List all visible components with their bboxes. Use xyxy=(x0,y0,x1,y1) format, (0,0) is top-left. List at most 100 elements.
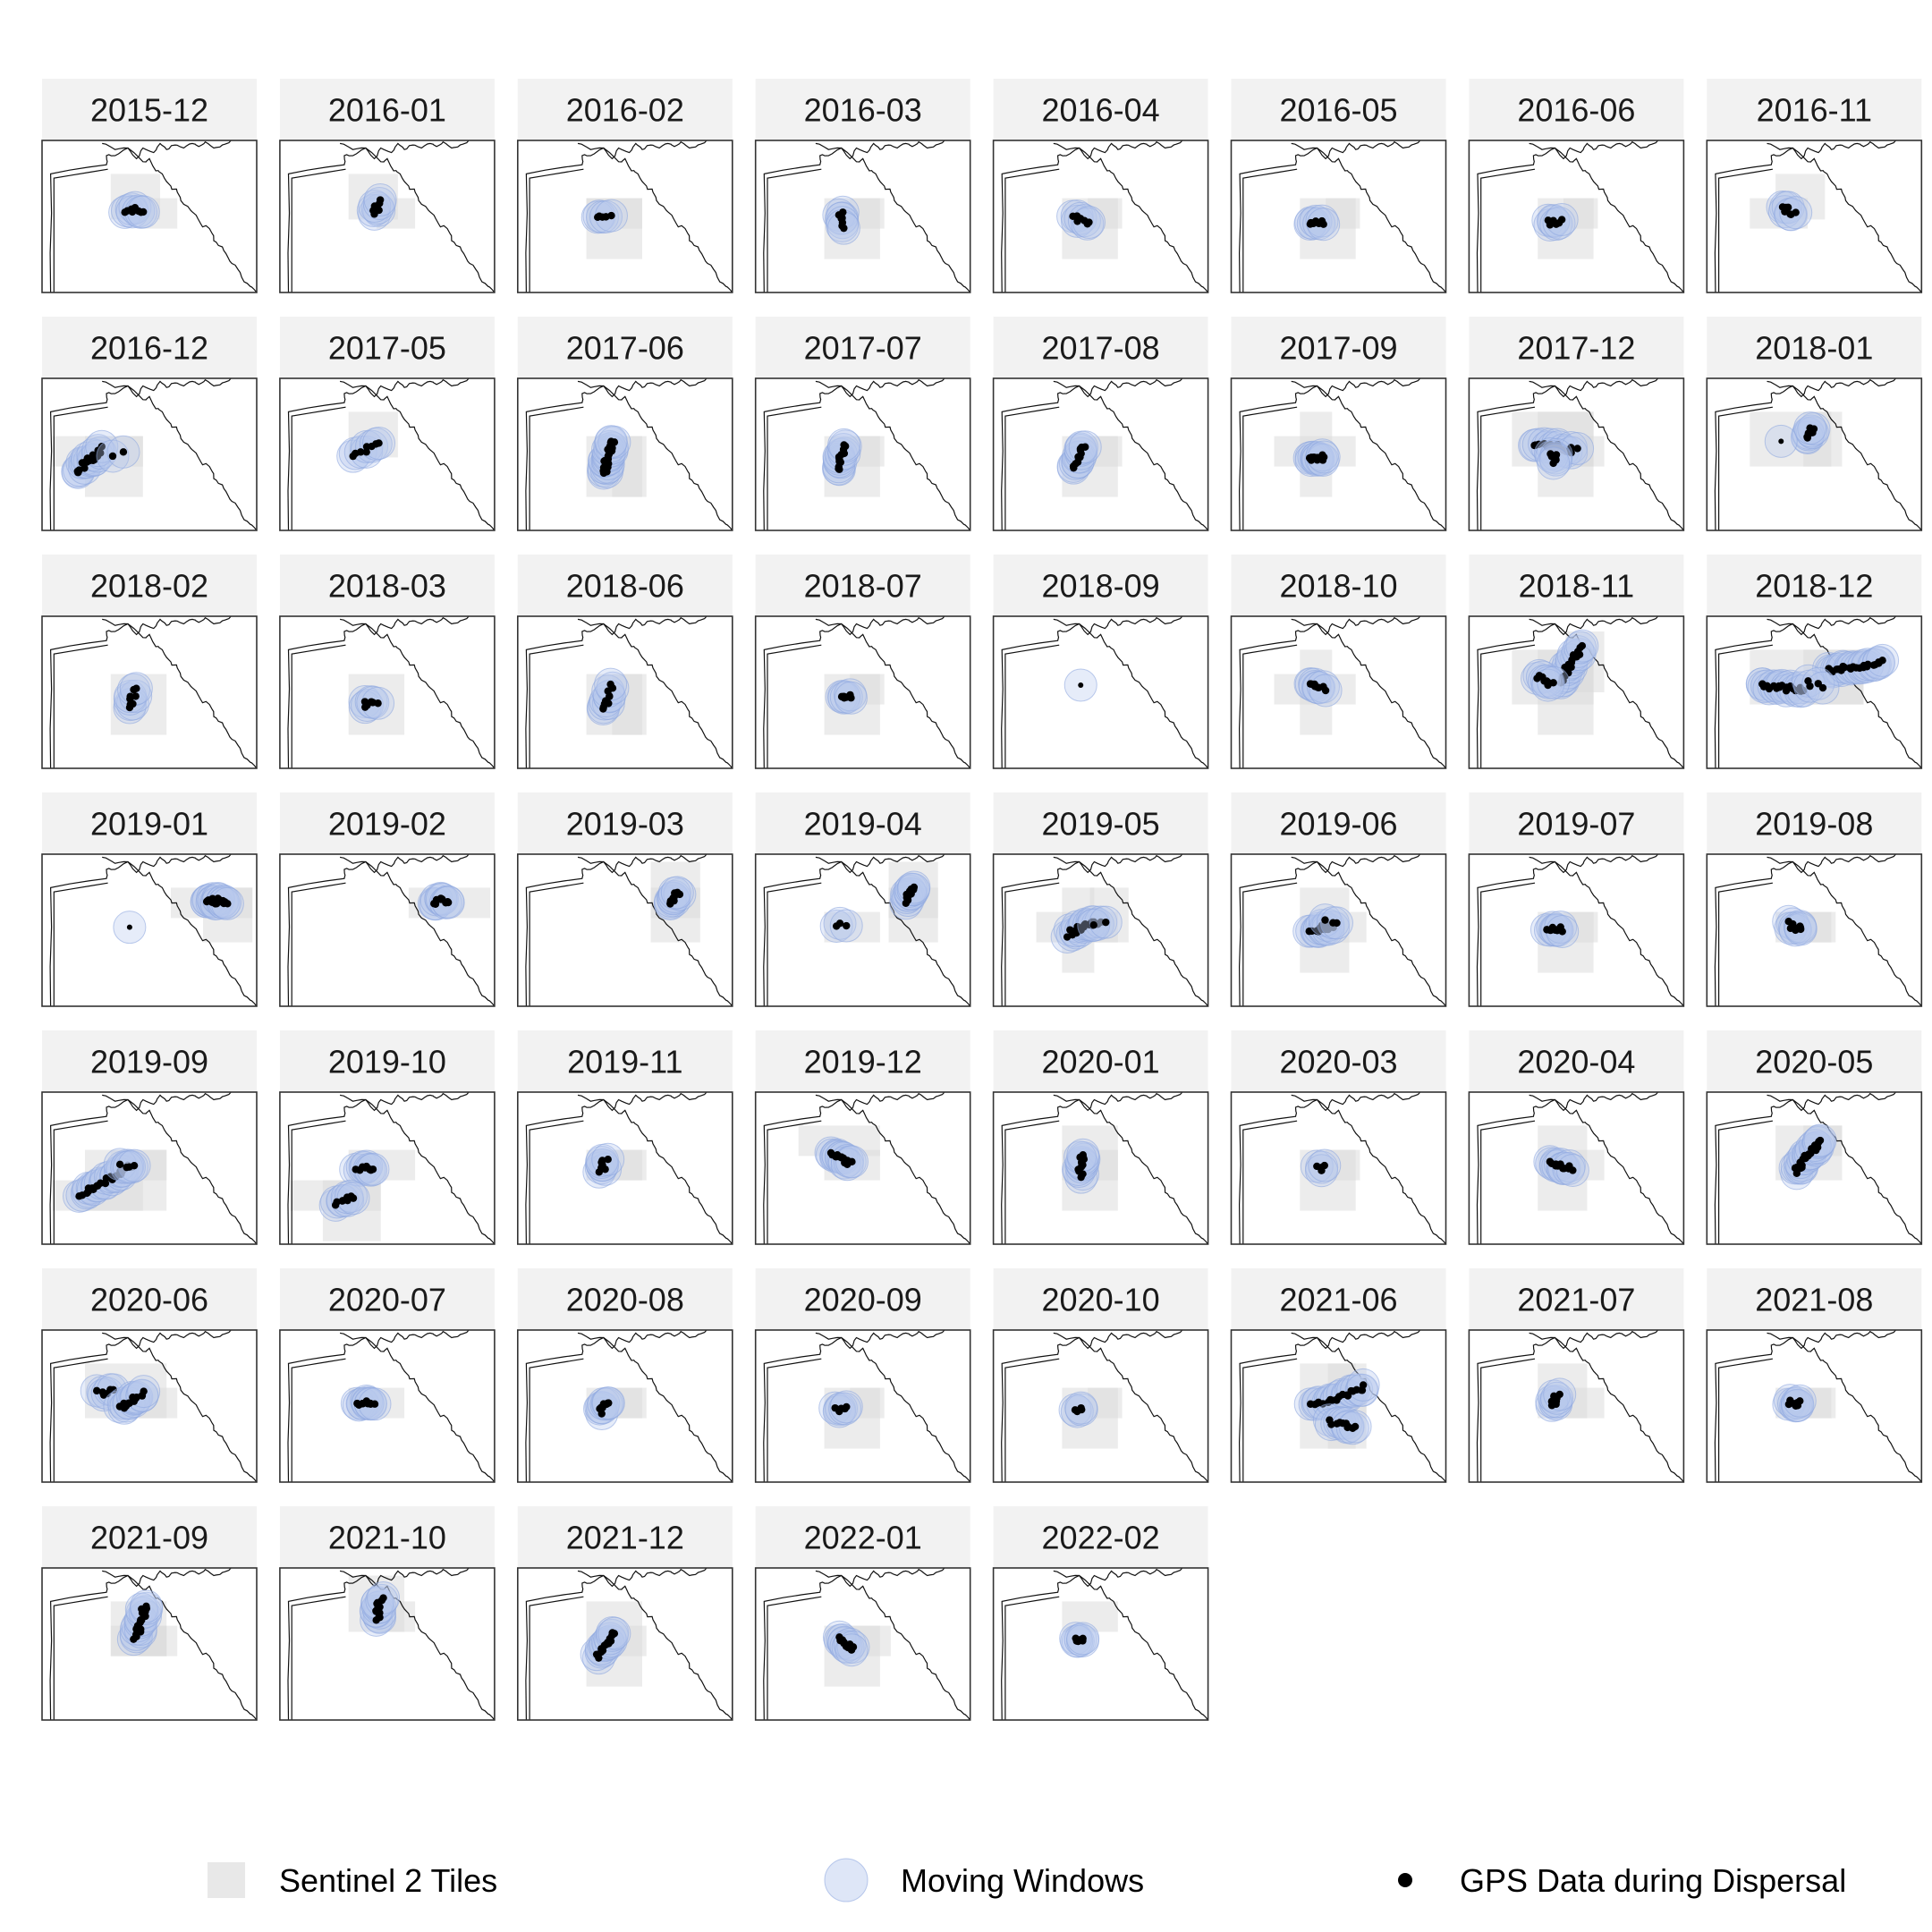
map-content xyxy=(49,616,257,768)
facet-title: 2019-02 xyxy=(328,806,446,843)
facet-title: 2019-11 xyxy=(567,1044,682,1080)
facet-title: 2020-03 xyxy=(1279,1044,1397,1080)
map-content xyxy=(1238,1092,1446,1244)
facet-title: 2020-05 xyxy=(1755,1044,1873,1080)
map-content xyxy=(1001,140,1208,292)
boundary-line xyxy=(525,616,708,768)
gps-point xyxy=(1558,928,1566,936)
facet-panel: 2018-07 xyxy=(754,555,971,769)
inner-boundary-line xyxy=(1718,1358,1773,1482)
river-line xyxy=(815,1332,970,1482)
boundary-line xyxy=(763,1092,945,1244)
gps-point xyxy=(840,441,848,449)
gps-point xyxy=(604,1156,612,1164)
gps-point xyxy=(606,680,614,689)
boundary-line xyxy=(287,140,470,292)
gps-point xyxy=(1557,216,1566,224)
facet-title: 2016-12 xyxy=(90,330,208,367)
map-content xyxy=(1001,854,1208,1006)
facet-panel: 2019-04 xyxy=(754,792,971,1007)
inner-boundary-line xyxy=(1718,644,1773,768)
river-line xyxy=(339,142,495,292)
boundary-line xyxy=(1001,1568,1183,1720)
facet-strip xyxy=(1469,79,1684,140)
boundary-line xyxy=(49,140,232,292)
facet-title: 2017-07 xyxy=(804,330,922,367)
map-border xyxy=(1706,615,1923,769)
facet-panel: 2022-01 xyxy=(754,1506,971,1721)
facet-title: 2022-02 xyxy=(1042,1520,1160,1556)
map-border xyxy=(516,1091,733,1245)
boundary-line xyxy=(1476,1092,1659,1244)
map-border xyxy=(1706,140,1923,293)
facet-strip xyxy=(993,792,1208,854)
map-content xyxy=(1001,1092,1208,1244)
river-line xyxy=(1529,1332,1684,1482)
inner-boundary-line xyxy=(291,1120,346,1244)
inner-boundary-line xyxy=(1004,1120,1060,1244)
facet-panel: 2016-11 xyxy=(1706,79,1923,293)
map-content xyxy=(49,1092,257,1244)
gps-point xyxy=(131,692,140,700)
boundary-line xyxy=(1238,1092,1421,1244)
map-border xyxy=(992,615,1209,769)
map-content xyxy=(763,140,970,292)
facet-panel: 2021-06 xyxy=(1230,1268,1447,1483)
gps-point xyxy=(1089,920,1097,929)
facet-strip xyxy=(517,1268,733,1330)
facet-title: 2021-10 xyxy=(328,1520,446,1556)
gps-point xyxy=(1806,424,1814,432)
map-content xyxy=(525,1330,733,1482)
map-content xyxy=(763,854,970,1006)
facet-title: 2022-01 xyxy=(804,1520,922,1556)
river-line xyxy=(815,380,970,530)
facet-panel: 2020-08 xyxy=(516,1268,733,1483)
river-line xyxy=(1291,856,1446,1006)
facet-panel: 2020-05 xyxy=(1706,1030,1923,1245)
facet-strip xyxy=(279,317,495,378)
inner-boundary-line xyxy=(1242,168,1298,292)
gps-point xyxy=(847,1646,856,1654)
gps-point xyxy=(840,224,848,233)
boundary-line xyxy=(1714,140,1896,292)
facet-panel: 2020-09 xyxy=(754,1268,971,1483)
boundary-line xyxy=(1001,854,1183,1006)
gps-point xyxy=(374,699,382,708)
boundary-line xyxy=(1001,616,1183,768)
facet-strip xyxy=(42,555,257,616)
gps-point xyxy=(1573,445,1581,453)
facet-strip xyxy=(279,555,495,616)
gps-point xyxy=(1081,443,1089,451)
facet-strip xyxy=(1707,1268,1922,1330)
map-border xyxy=(516,1329,733,1483)
gps-point xyxy=(126,692,134,700)
boundary-line xyxy=(49,1568,232,1720)
river-line xyxy=(815,618,970,768)
map-border xyxy=(279,1329,496,1483)
boundary-line xyxy=(287,378,470,530)
map-content xyxy=(1238,140,1446,292)
map-border xyxy=(41,1329,258,1483)
map-content xyxy=(525,1092,733,1244)
map-content xyxy=(49,854,257,1006)
river-line xyxy=(1767,380,1922,530)
boundary-line xyxy=(525,140,708,292)
boundary-line xyxy=(525,378,708,530)
facet-strip xyxy=(755,79,970,140)
gps-point xyxy=(362,448,370,456)
facet-title: 2021-12 xyxy=(566,1520,684,1556)
boundary-line xyxy=(1476,140,1659,292)
legend-key-points xyxy=(1398,1873,1412,1887)
boundary-line xyxy=(49,1330,232,1482)
sentinel-tile xyxy=(612,674,647,735)
gps-point xyxy=(1333,919,1341,928)
facet-strip xyxy=(42,1030,257,1092)
map-border xyxy=(1468,1091,1685,1245)
map-border xyxy=(1468,1329,1685,1483)
facet-strip xyxy=(1707,79,1922,140)
map-border xyxy=(279,377,496,531)
map-content xyxy=(49,1330,257,1482)
inner-boundary-line xyxy=(1480,406,1536,530)
map-content xyxy=(525,140,733,292)
boundary-line xyxy=(1238,1330,1421,1482)
